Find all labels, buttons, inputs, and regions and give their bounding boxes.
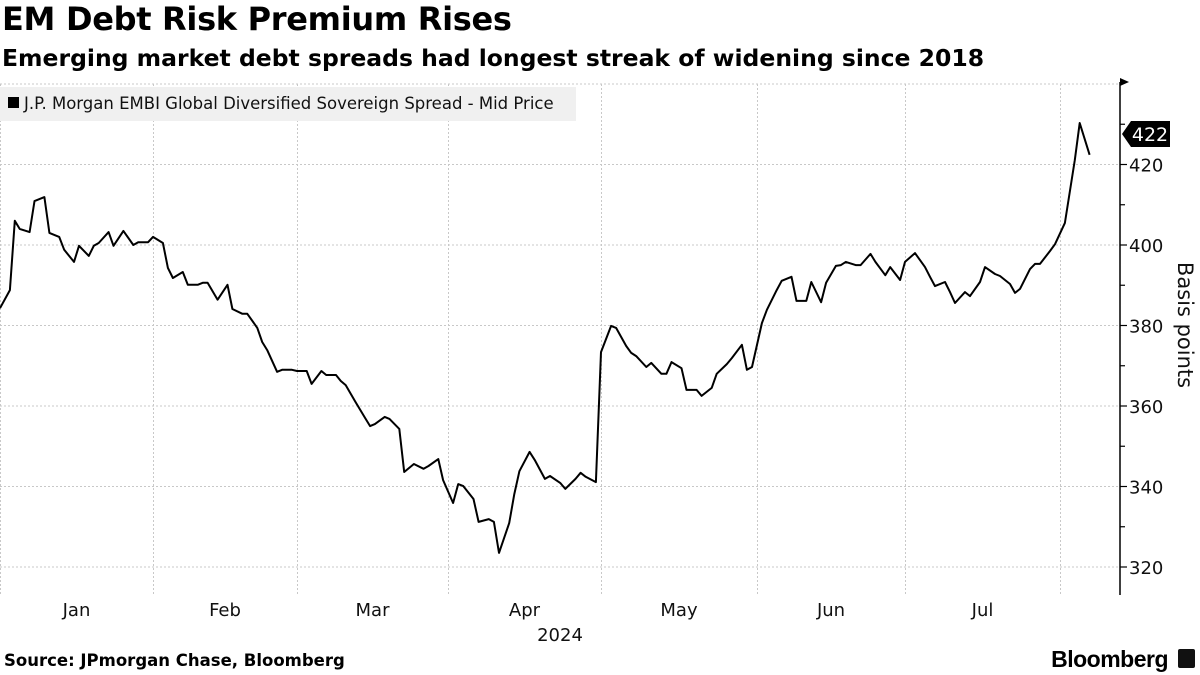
bloomberg-chart-icon <box>1178 649 1195 668</box>
x-axis-year-label: 2024 <box>537 625 583 646</box>
last-value-label: 422 <box>1132 124 1168 146</box>
chart-title: EM Debt Risk Premium Rises <box>2 0 512 38</box>
source-note: Source: JPmorgan Chase, Bloomberg <box>4 651 345 670</box>
x-tick-label: Jan <box>62 600 91 621</box>
y-tick-label: 420 <box>1129 156 1163 177</box>
y-tick-label: 320 <box>1129 558 1163 579</box>
last-value-tag-bg <box>1122 121 1170 147</box>
y-axis: 320 340 360 380 400 420 <box>1119 78 1163 595</box>
legend-label: J.P. Morgan EMBI Global Diversified Sove… <box>23 94 554 113</box>
series-line <box>0 122 1091 554</box>
y-tick-label: 380 <box>1129 317 1163 338</box>
x-tick-label: May <box>660 600 698 621</box>
bloomberg-logo: Bloomberg <box>1051 646 1168 672</box>
y-tick-label: 360 <box>1129 397 1163 418</box>
x-axis: Jan Feb Mar Apr May Jun Jul <box>62 600 994 621</box>
y-tick-label: 400 <box>1129 236 1163 257</box>
y-tick-label: 340 <box>1129 478 1163 499</box>
x-tick-label: Apr <box>509 600 541 621</box>
gridlines <box>0 83 1120 595</box>
y-axis-title: Basis points <box>1173 262 1197 388</box>
y-axis-arrow-icon <box>1120 78 1129 86</box>
x-tick-label: Jun <box>816 600 845 621</box>
last-value-tag: 422 <box>1122 121 1170 147</box>
chart-subtitle: Emerging market debt spreads had longest… <box>2 44 985 72</box>
legend-swatch <box>8 97 19 108</box>
legend-box <box>0 87 576 121</box>
x-tick-label: Feb <box>209 600 241 621</box>
x-tick-label: Mar <box>356 600 391 621</box>
x-tick-label: Jul <box>971 600 994 621</box>
